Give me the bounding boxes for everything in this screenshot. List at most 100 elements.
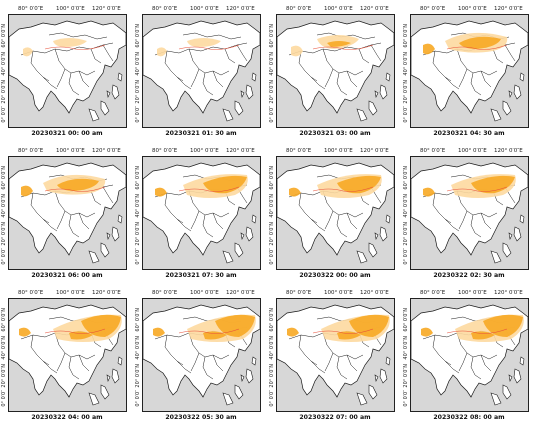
island	[240, 90, 245, 98]
island	[240, 232, 245, 240]
island	[508, 232, 513, 240]
longitude-label: 120° 0′0″E	[226, 6, 255, 12]
longitude-label: 120° 0′0″E	[360, 6, 389, 12]
country-border	[78, 212, 90, 230]
map-canvas	[9, 162, 126, 264]
island	[368, 242, 378, 258]
dust-plume	[421, 327, 433, 337]
island	[374, 90, 379, 98]
island	[245, 226, 254, 242]
longitude-label: 120° 0′0″E	[494, 148, 523, 154]
island	[88, 250, 100, 264]
country-border	[212, 70, 224, 88]
longitude-label: 120° 0′0″E	[226, 290, 255, 296]
island	[513, 226, 522, 242]
latitude-label: 60° 0′0″N	[403, 24, 409, 48]
longitude-label: 120° 0′0″E	[360, 148, 389, 154]
country-border	[480, 70, 492, 88]
map-frame	[276, 156, 395, 270]
map-canvas	[277, 304, 394, 406]
country-border	[324, 68, 334, 88]
map-panel: 80° 0′0″E 100° 0′0″E 120° 0′0″E 60° 0′0″N 40…	[402, 290, 529, 424]
island	[251, 214, 257, 224]
dust-plume	[203, 175, 247, 194]
latitude-label: 40° 0′0″N	[1, 194, 7, 218]
latitude-label: 0° 0′0″	[269, 106, 275, 123]
longitude-label: 80° 0′0″E	[18, 148, 44, 154]
dust-plume	[157, 47, 167, 57]
island	[100, 100, 110, 116]
dust-contour	[312, 44, 374, 50]
country-border	[212, 212, 224, 230]
map-frame	[410, 298, 529, 412]
latitude-label: 20° 0′0″N	[1, 364, 7, 388]
dust-plume	[287, 327, 299, 337]
latitude-label: 20° 0′0″N	[269, 80, 275, 104]
latitude-label: 40° 0′0″N	[1, 336, 7, 360]
dust-contour	[312, 328, 374, 334]
latitude-label: 60° 0′0″N	[135, 308, 141, 332]
longitude-label: 80° 0′0″E	[420, 6, 446, 12]
country-border	[310, 360, 326, 374]
latitude-label: 20° 0′0″N	[403, 364, 409, 388]
longitude-label: 100° 0′0″E	[324, 290, 353, 296]
country-border	[68, 72, 80, 96]
longitude-label: 80° 0′0″E	[286, 148, 312, 154]
map-frame	[410, 14, 529, 128]
timestamp-caption: 20230322 02: 30 am	[433, 272, 505, 279]
country-border	[470, 214, 482, 238]
longitude-label: 80° 0′0″E	[18, 290, 44, 296]
latitude-label: 60° 0′0″N	[403, 308, 409, 332]
latitude-label: 0° 0′0″	[269, 390, 275, 407]
longitude-label: 100° 0′0″E	[190, 6, 219, 12]
island	[368, 100, 378, 116]
country-border	[310, 76, 326, 90]
country-border	[458, 352, 468, 372]
map-panel: 80° 0′0″E 100° 0′0″E 120° 0′0″E 60° 0′0″N 40…	[0, 6, 127, 140]
country-border	[470, 356, 482, 380]
dust-plume	[483, 314, 523, 337]
country-border	[90, 48, 102, 64]
island	[374, 232, 379, 240]
latitude-label: 20° 0′0″N	[135, 222, 141, 246]
dust-contour	[44, 328, 106, 334]
longitude-label: 80° 0′0″E	[152, 290, 178, 296]
latitude-label: 0° 0′0″	[1, 106, 7, 123]
map-panel: 80° 0′0″E 100° 0′0″E 120° 0′0″E 60° 0′0″N 40…	[0, 148, 127, 282]
country-border	[432, 50, 452, 82]
latitude-label: 40° 0′0″N	[269, 336, 275, 360]
longitude-label: 80° 0′0″E	[152, 6, 178, 12]
latitude-label: 40° 0′0″N	[135, 52, 141, 76]
dust-plume	[423, 43, 435, 55]
country-border	[190, 68, 200, 88]
map-canvas	[9, 304, 126, 406]
longitude-label: 100° 0′0″E	[56, 148, 85, 154]
dust-plume	[459, 36, 501, 49]
latitude-label: 0° 0′0″	[135, 390, 141, 407]
island	[222, 250, 234, 264]
island	[385, 356, 391, 366]
country-border	[42, 218, 58, 232]
map-panel: 80° 0′0″E 100° 0′0″E 120° 0′0″E 60° 0′0″N 40…	[0, 290, 127, 424]
map-panel: 80° 0′0″E 100° 0′0″E 120° 0′0″E 60° 0′0″N 40…	[268, 148, 395, 282]
country-border	[336, 356, 348, 380]
latitude-label: 0° 0′0″	[135, 248, 141, 265]
country-border	[432, 192, 452, 224]
country-border	[176, 360, 192, 374]
country-border	[432, 334, 452, 366]
timestamp-caption: 20230321 00: 00 am	[31, 130, 103, 137]
latitude-label: 60° 0′0″N	[135, 166, 141, 190]
island	[513, 368, 522, 384]
longitude-label: 80° 0′0″E	[152, 148, 178, 154]
country-border	[224, 48, 236, 64]
map-frame	[142, 156, 261, 270]
dust-plume	[21, 185, 33, 197]
latitude-label: 20° 0′0″N	[403, 222, 409, 246]
island	[385, 72, 391, 82]
country-border	[236, 44, 248, 62]
country-border	[202, 214, 214, 238]
map-frame	[276, 298, 395, 412]
longitude-label: 80° 0′0″E	[286, 6, 312, 12]
island	[490, 108, 502, 122]
island	[117, 72, 123, 82]
